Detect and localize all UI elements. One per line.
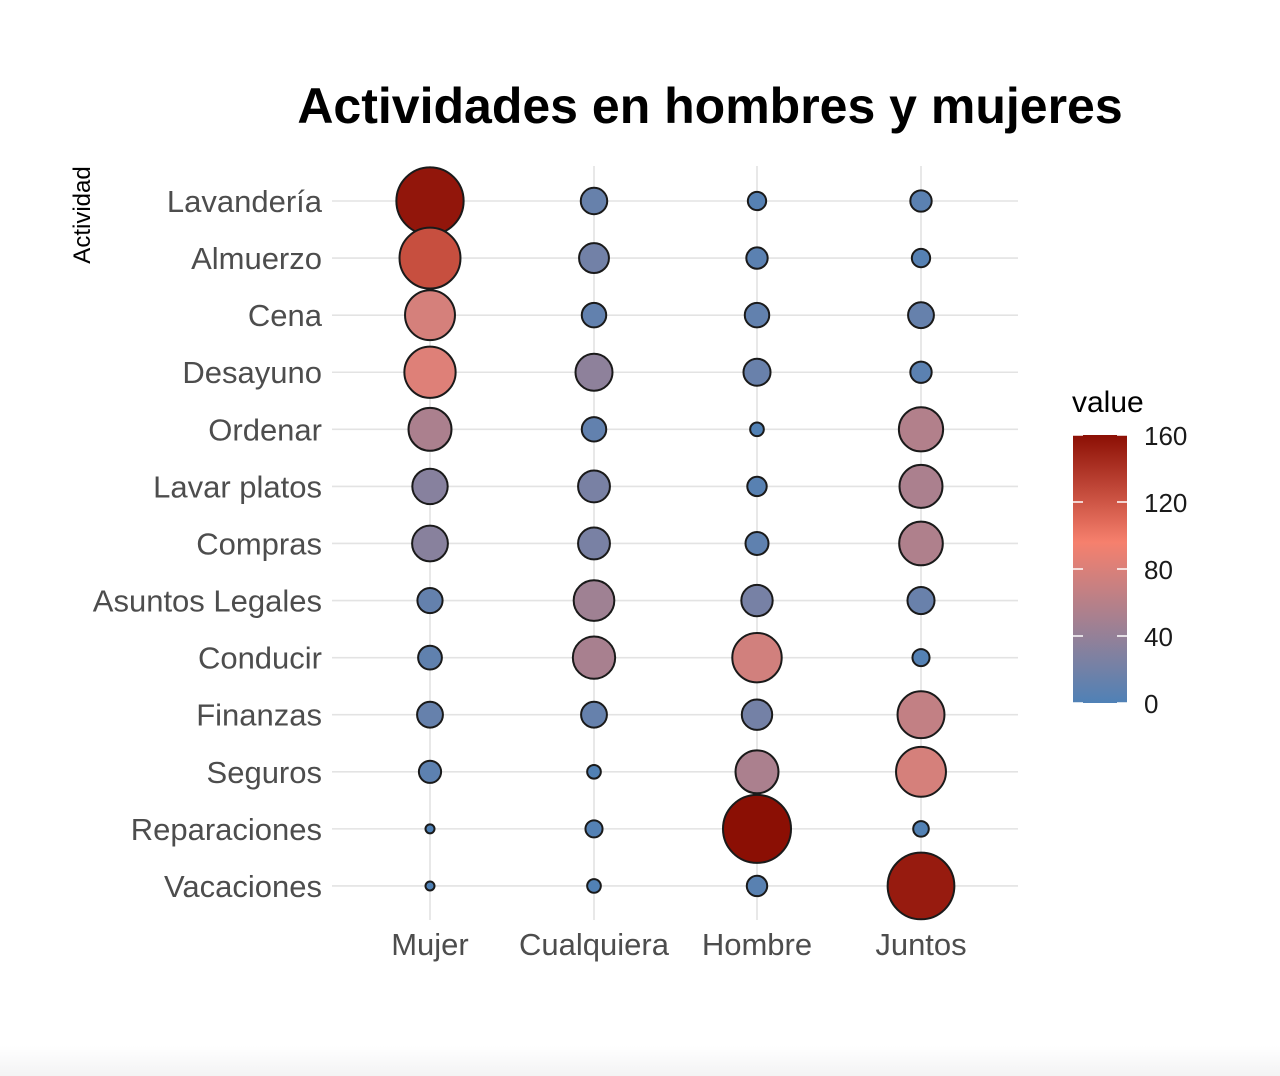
data-point	[411, 467, 449, 506]
color-legend: value 0 40 80 120 160	[1072, 386, 1187, 719]
data-point	[895, 745, 947, 798]
legend-tick-label: 160	[1144, 421, 1187, 451]
data-point	[416, 586, 444, 615]
data-point	[417, 759, 443, 784]
data-point	[910, 247, 932, 269]
data-point	[907, 301, 935, 330]
data-point	[734, 749, 780, 795]
data-point	[745, 246, 769, 270]
data-point	[577, 469, 611, 504]
legend-tick-label: 0	[1144, 689, 1158, 719]
legend-tick-label: 120	[1144, 488, 1187, 518]
data-point	[731, 631, 783, 684]
data-point	[404, 289, 456, 342]
y-tick-label: Reparaciones	[131, 812, 322, 847]
x-tick-label: Juntos	[875, 927, 966, 962]
data-point	[580, 416, 608, 443]
data-point	[896, 690, 946, 740]
data-point	[411, 524, 449, 563]
data-point	[742, 357, 772, 387]
data-point	[580, 700, 608, 729]
y-tick-label: Compras	[196, 526, 322, 561]
data-point	[578, 242, 610, 275]
y-tick-label: Ordenar	[208, 412, 322, 447]
data-point	[897, 406, 945, 453]
x-tick-label: Mujer	[391, 927, 469, 962]
data-point	[911, 648, 931, 668]
data-point	[898, 520, 944, 567]
y-tick-label: Finanzas	[196, 698, 322, 733]
window-bottom-edge	[0, 1046, 1280, 1076]
data-point	[740, 583, 774, 618]
data-point	[584, 819, 604, 839]
data-point	[416, 700, 444, 729]
y-tick-label: Lavar platos	[153, 469, 322, 504]
data-point	[572, 579, 616, 622]
data-point	[586, 763, 602, 780]
x-tick-label: Cualquiera	[519, 927, 670, 962]
data-point	[577, 526, 611, 561]
data-point	[395, 166, 465, 236]
y-tick-label: Vacaciones	[164, 869, 322, 904]
y-tick-labels: Lavandería Almuerzo Cena Desayuno Ordenar Lav…	[93, 184, 323, 904]
data-point	[912, 820, 930, 838]
data-point	[898, 463, 944, 509]
data-point	[886, 851, 956, 921]
x-tick-label: Hombre	[702, 927, 812, 962]
y-tick-label: Almuerzo	[191, 241, 322, 276]
x-tick-labels: Mujer Cualquiera Hombre Juntos	[391, 927, 966, 962]
data-point	[571, 635, 617, 680]
data-point	[749, 421, 765, 438]
data-point	[909, 189, 933, 213]
data-point	[398, 226, 462, 290]
data-point	[906, 586, 936, 616]
data-point	[746, 190, 768, 212]
data-point	[424, 880, 436, 892]
data-point	[579, 186, 609, 216]
y-tick-label: Lavandería	[167, 184, 323, 219]
legend-tick-label: 40	[1144, 622, 1173, 652]
data-points	[395, 166, 956, 921]
data-point	[743, 301, 771, 329]
chart-title: Actividades en hombres y mujeres	[297, 78, 1122, 134]
data-point	[740, 698, 774, 731]
y-tick-label: Conducir	[198, 641, 322, 676]
data-point	[424, 823, 436, 835]
y-tick-label: Cena	[248, 298, 323, 333]
data-point	[574, 352, 614, 392]
data-point	[403, 345, 457, 399]
y-tick-label: Asuntos Legales	[93, 584, 322, 619]
legend-title: value	[1072, 386, 1144, 419]
data-point	[909, 360, 933, 384]
data-point	[744, 530, 770, 556]
y-axis-label: Actividad	[69, 166, 96, 263]
data-point	[745, 874, 769, 898]
data-point	[746, 475, 768, 498]
data-point	[586, 878, 602, 894]
data-point	[417, 644, 443, 671]
legend-ticks: 0 40 80 120 160	[1073, 421, 1187, 719]
data-point	[580, 301, 608, 329]
y-tick-label: Desayuno	[182, 355, 322, 390]
legend-tick-label: 80	[1144, 555, 1173, 585]
data-point	[722, 793, 792, 864]
y-tick-label: Seguros	[207, 755, 322, 790]
data-point	[407, 406, 453, 452]
